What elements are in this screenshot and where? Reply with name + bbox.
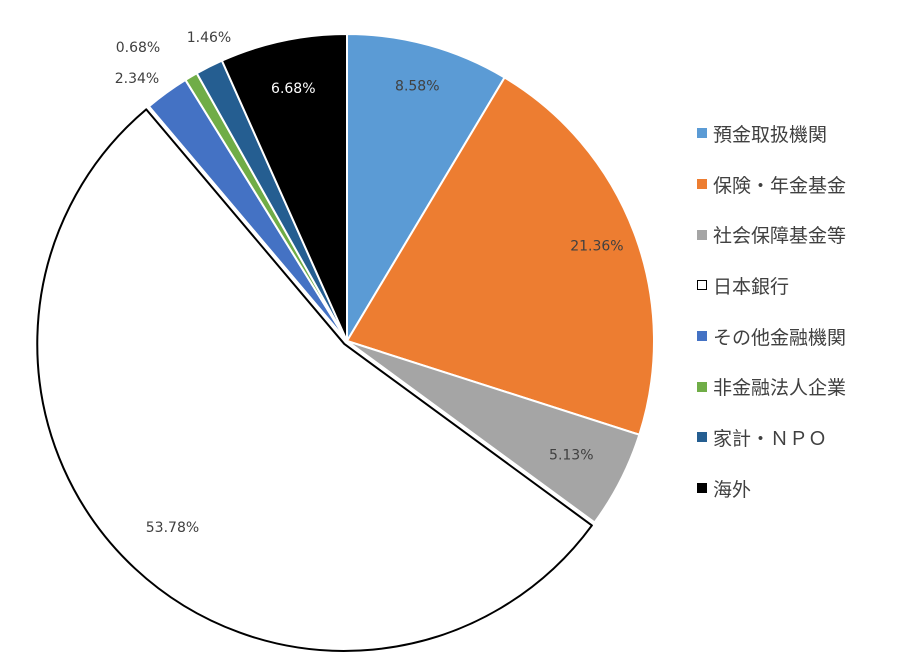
legend-label: 家計・ＮＰＯ — [713, 427, 828, 450]
legend-swatch — [697, 331, 707, 342]
legend-item: 海外 — [697, 463, 846, 514]
legend-item: その他金融機関 — [697, 311, 846, 362]
legend-label: 保険・年金基金 — [713, 174, 847, 197]
data-label-3: 5.13% — [549, 447, 593, 463]
legend-item: 非金融法人企業 — [697, 361, 846, 412]
legend-label: 海外 — [713, 478, 752, 501]
data-label-7: 1.46% — [187, 30, 231, 46]
legend-label: 社会保障基金等 — [713, 225, 847, 248]
legend-swatch — [697, 179, 707, 190]
legend-item: 保険・年金基金 — [697, 159, 846, 210]
legend-item: 日本銀行 — [697, 260, 846, 311]
data-label-5: 2.34% — [115, 71, 159, 87]
legend-swatch — [697, 432, 707, 443]
data-label-4: 53.78% — [146, 520, 199, 536]
pie-slice-8 — [220, 33, 348, 342]
data-label-1: 8.58% — [395, 79, 439, 95]
legend-label: 非金融法人企業 — [713, 377, 847, 400]
chart-legend: 預金取扱機関 保険・年金基金 社会保障基金等 日本銀行その他金融機関 非金融法人企業 家計… — [697, 108, 846, 514]
pie-slice-1 — [346, 33, 506, 342]
pie-slice-2 — [346, 76, 655, 436]
data-label-6: 0.68% — [116, 40, 160, 56]
legend-label: 預金取扱機関 — [713, 123, 828, 146]
legend-swatch — [697, 483, 707, 494]
legend-swatch — [697, 229, 707, 240]
legend-item: 社会保障基金等 — [697, 209, 846, 260]
legend-item: 預金取扱機関 — [697, 108, 846, 159]
data-label-2: 21.36% — [570, 239, 623, 255]
legend-label: その他金融機関 — [713, 326, 847, 349]
pie-slice-4 — [36, 108, 593, 652]
legend-swatch — [697, 128, 707, 139]
legend-item: 家計・ＮＰＯ — [697, 412, 846, 463]
legend-label: 日本銀行 — [713, 275, 790, 298]
legend-swatch — [697, 381, 707, 392]
pie-slice-3 — [346, 340, 641, 524]
legend-swatch — [697, 280, 707, 291]
data-label-8: 6.68% — [271, 81, 315, 97]
